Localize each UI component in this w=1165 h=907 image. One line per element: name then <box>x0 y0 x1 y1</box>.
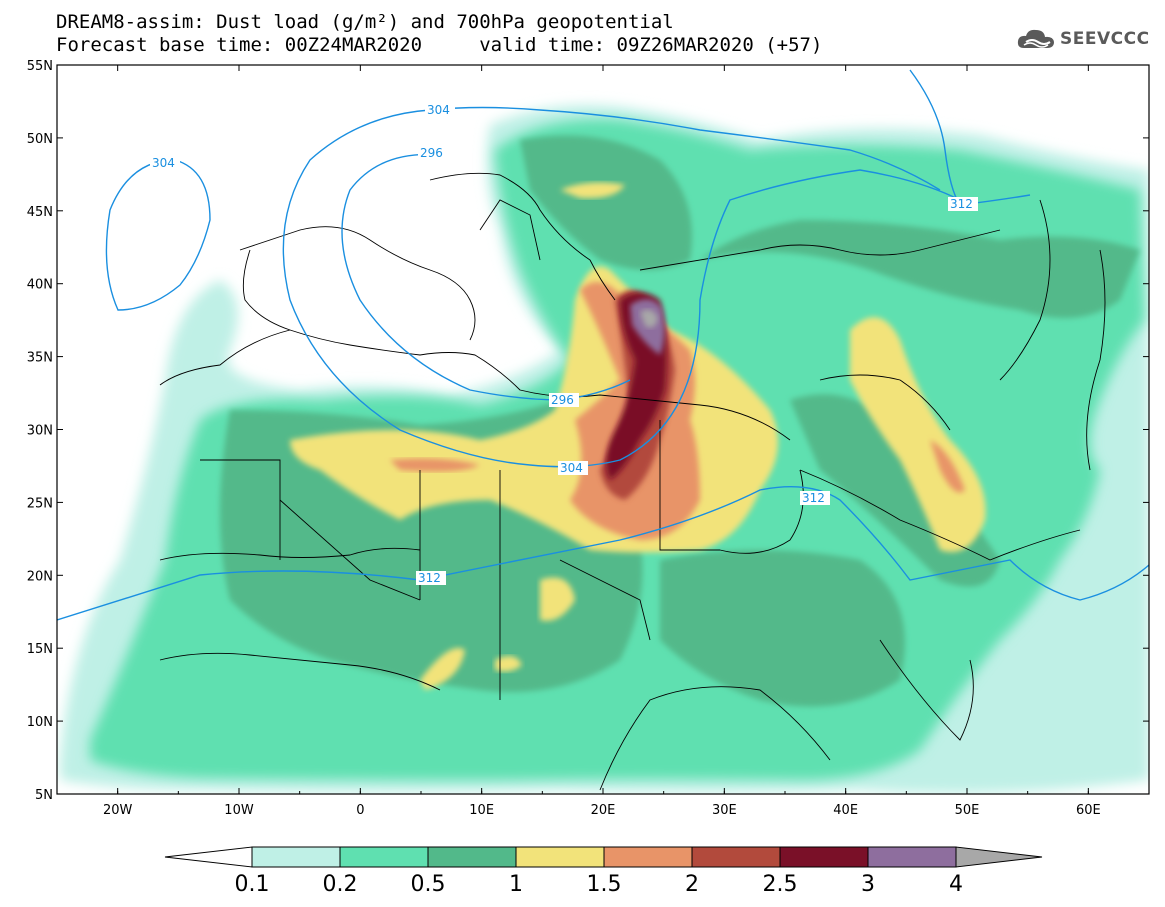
contour-label: 312 <box>950 197 973 211</box>
colorbar-label: 0.1 <box>235 872 270 897</box>
contour-304 <box>282 109 961 468</box>
colorbar-swatch <box>691 846 781 868</box>
lat-tick-label: 30N <box>27 424 53 439</box>
contour-304-west <box>105 159 211 311</box>
contour-label: 304 <box>560 461 583 475</box>
lon-tick-label: 0 <box>356 803 364 818</box>
borders <box>159 172 1106 791</box>
lat-tick-label: 50N <box>27 132 53 147</box>
lon-tick-label: 10E <box>469 803 494 818</box>
lat-tick-label: 10N <box>27 715 53 730</box>
logo-text: SEEVCCC <box>1060 29 1150 49</box>
lon-tick-label: 50E <box>955 803 980 818</box>
lon-tick-label: 30E <box>712 803 737 818</box>
colorbar: 0.1 0.2 0.5 1 1.5 2 2.5 3 4 <box>164 846 1043 897</box>
contour-label: 296 <box>420 146 443 160</box>
colorbar-label: 1.5 <box>587 872 622 897</box>
lat-tick-label: 20N <box>27 569 53 584</box>
lat-tick-label: 15N <box>27 642 53 657</box>
contour-label: 312 <box>802 491 825 505</box>
lat-tick-label: 5N <box>35 788 53 803</box>
colorbar-swatch <box>779 846 869 868</box>
colorbar-lower-arrow <box>164 846 253 868</box>
lon-tick-label: 20W <box>103 803 133 818</box>
latitude-axis: 55N 50N 45N 40N 35N 30N 25N 20N 15N 10N 5N <box>27 59 1149 803</box>
colorbar-swatch <box>339 846 429 868</box>
colorbar-label: 0.5 <box>411 872 446 897</box>
cloud-icon <box>1017 29 1054 48</box>
colorbar-label: 2 <box>685 872 699 897</box>
colorbar-upper-arrow <box>955 846 1043 868</box>
dust-field: 304 304 296 296 304 312 312 312 <box>57 65 1149 794</box>
lat-tick-label: 45N <box>27 205 53 220</box>
contour-312-north <box>909 69 1031 206</box>
contour-312 <box>57 486 1149 621</box>
longitude-axis: 20W 10W 0 10E 20E 30E 40E 50E 60E <box>56 65 1150 818</box>
colorbar-swatch <box>251 846 341 868</box>
colorbar-label: 4 <box>949 872 963 897</box>
colorbar-label: 3 <box>861 872 875 897</box>
colorbar-label: 1 <box>509 872 523 897</box>
lat-tick-label: 25N <box>27 496 53 511</box>
lon-tick-label: 10W <box>224 803 254 818</box>
lon-tick-label: 20E <box>591 803 616 818</box>
contour-304-north <box>429 106 941 191</box>
lat-tick-label: 35N <box>27 351 53 366</box>
contour-label: 312 <box>418 571 441 585</box>
colorbar-label: 0.2 <box>323 872 358 897</box>
colorbar-swatch <box>603 846 693 868</box>
contour-label: 304 <box>152 156 175 170</box>
lat-tick-label: 40N <box>27 278 53 293</box>
lon-tick-label: 60E <box>1076 803 1101 818</box>
contour-label: 304 <box>427 103 450 117</box>
map-title: DREAM8-assim: Dust load (g/m²) and 700hP… <box>56 11 674 33</box>
map-subtitle: Forecast base time: 00Z24MAR2020 valid t… <box>56 34 823 56</box>
seevccc-logo: SEEVCCC <box>1016 26 1150 52</box>
colorbar-label: 2.5 <box>763 872 798 897</box>
lon-tick-label: 40E <box>833 803 858 818</box>
contour-labels: 304 304 296 296 304 312 312 312 <box>150 103 978 585</box>
colorbar-swatch <box>867 846 957 868</box>
colorbar-swatch <box>515 846 605 868</box>
lat-tick-label: 55N <box>27 59 53 74</box>
contour-label: 296 <box>551 393 574 407</box>
colorbar-swatch <box>427 846 517 868</box>
